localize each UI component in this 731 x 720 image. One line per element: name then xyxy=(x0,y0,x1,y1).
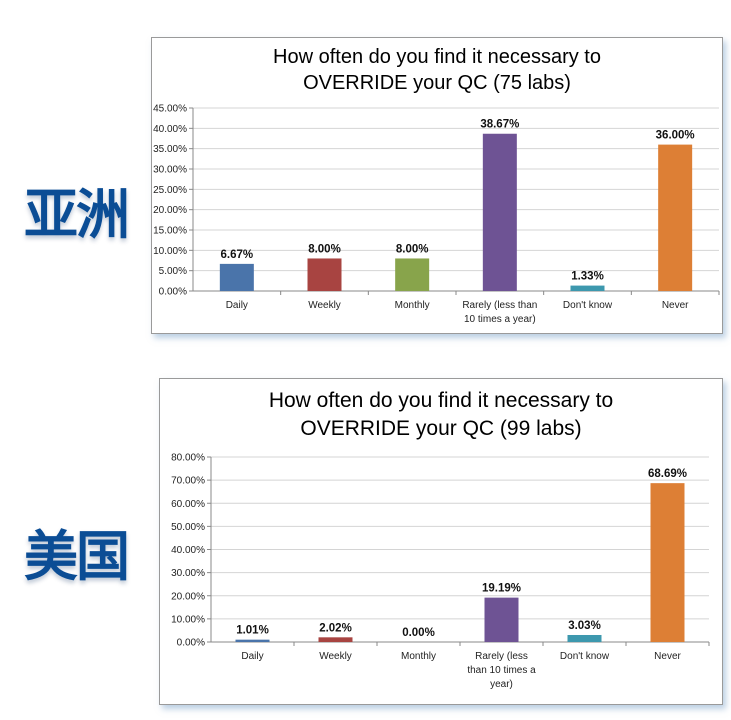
x-tick-label: Daily xyxy=(226,300,248,311)
y-tick-label: 30.00% xyxy=(171,568,205,579)
data-label: 0.00% xyxy=(402,627,435,639)
x-tick-label: Monthly xyxy=(401,651,436,662)
data-label: 3.03% xyxy=(568,620,601,632)
y-tick-label: 60.00% xyxy=(171,499,205,510)
chart-title: How often do you find it necessary to xyxy=(269,389,613,412)
y-tick-label: 45.00% xyxy=(153,104,187,115)
x-tick-label: Monthly xyxy=(395,300,430,311)
x-tick-label: Don't know xyxy=(563,300,613,311)
y-tick-label: 40.00% xyxy=(171,545,205,556)
bar-4 xyxy=(570,285,605,291)
y-tick-label: 0.00% xyxy=(159,287,187,298)
data-label: 36.00% xyxy=(656,130,695,142)
y-tick-label: 10.00% xyxy=(171,614,205,625)
bar-0 xyxy=(235,639,270,642)
bar-3 xyxy=(482,133,517,291)
y-tick-label: 25.00% xyxy=(153,185,187,196)
data-label: 38.67% xyxy=(480,119,519,131)
x-tick-label: Weekly xyxy=(319,651,352,662)
y-tick-label: 70.00% xyxy=(171,476,205,487)
y-tick-label: 50.00% xyxy=(171,522,205,533)
data-label: 1.01% xyxy=(236,625,269,637)
x-tick-label: Daily xyxy=(241,651,263,662)
bar-5 xyxy=(650,483,685,642)
chart-asia-svg: How often do you find it necessary to OVE… xyxy=(153,46,720,325)
bar-5 xyxy=(658,144,693,291)
chart-usa-svg: How often do you find it necessary to OVE… xyxy=(171,389,710,690)
y-tick-label: 10.00% xyxy=(153,246,187,257)
chart-asia: How often do you find it necessary to OVE… xyxy=(151,37,723,334)
x-tick-label: 10 times a year) xyxy=(464,314,536,325)
data-label: 8.00% xyxy=(396,243,429,255)
chart-usa: How often do you find it necessary to OVE… xyxy=(159,378,723,705)
bar-2 xyxy=(395,258,430,291)
y-tick-label: 0.00% xyxy=(177,638,205,649)
chart-title: OVERRIDE your QC (99 labs) xyxy=(300,417,581,440)
y-tick-label: 20.00% xyxy=(153,205,187,216)
chart-title: OVERRIDE your QC (75 labs) xyxy=(303,72,571,94)
x-tick-label: than 10 times a xyxy=(467,665,536,676)
x-tick-label: Rarely (less than xyxy=(462,300,537,311)
x-tick-label: Rarely (less xyxy=(475,651,528,662)
bar-1 xyxy=(318,637,353,642)
y-tick-label: 15.00% xyxy=(153,226,187,237)
x-tick-label: Never xyxy=(654,651,681,662)
bar-4 xyxy=(567,634,602,642)
chart-title: How often do you find it necessary to xyxy=(273,46,601,68)
x-tick-label: Weekly xyxy=(308,300,341,311)
y-tick-label: 35.00% xyxy=(153,144,187,155)
x-tick-label: year) xyxy=(490,679,513,690)
data-label: 68.69% xyxy=(648,468,687,480)
y-tick-label: 5.00% xyxy=(159,266,187,277)
y-tick-label: 20.00% xyxy=(171,591,205,602)
data-label: 1.33% xyxy=(571,271,604,283)
data-label: 6.67% xyxy=(221,249,254,261)
region-label-asia: 亚洲 xyxy=(24,183,130,246)
y-tick-label: 30.00% xyxy=(153,165,187,176)
region-label-usa: 美国 xyxy=(24,525,130,588)
y-tick-label: 40.00% xyxy=(153,124,187,135)
data-label: 19.19% xyxy=(482,583,521,595)
bar-1 xyxy=(307,258,342,291)
data-label: 8.00% xyxy=(308,243,341,255)
data-label: 2.02% xyxy=(319,622,352,634)
x-tick-label: Don't know xyxy=(560,651,610,662)
bar-0 xyxy=(219,263,254,291)
x-tick-label: Never xyxy=(662,300,689,311)
y-tick-label: 80.00% xyxy=(171,453,205,464)
bar-3 xyxy=(484,597,519,642)
